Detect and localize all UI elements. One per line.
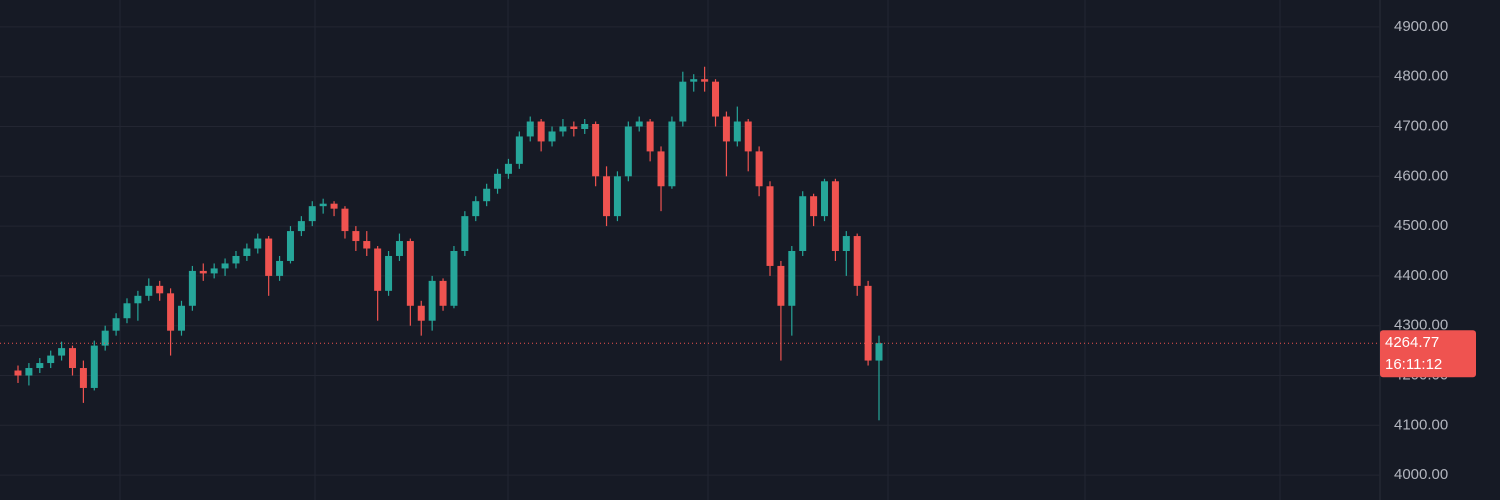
candle-body: [101, 330, 109, 346]
candle-body: [112, 318, 120, 331]
candle-body: [679, 81, 687, 122]
candle-body: [428, 280, 436, 321]
candle-body: [864, 285, 872, 361]
candle-body: [134, 295, 142, 304]
candle-body: [417, 305, 425, 321]
candle-body: [374, 248, 382, 291]
candle-body: [755, 151, 763, 187]
candle-body: [733, 121, 741, 142]
candle-body: [494, 173, 502, 189]
candle-body: [831, 181, 839, 251]
candle-body: [581, 124, 589, 129]
candle-body: [243, 248, 251, 256]
candle-body: [297, 221, 305, 232]
candle-body: [472, 201, 480, 217]
candle-body: [221, 263, 229, 269]
candle-body: [330, 203, 338, 209]
candle-body: [156, 285, 164, 294]
candle-body: [548, 131, 556, 142]
candle-body: [210, 268, 218, 274]
candle-body: [461, 216, 469, 251]
candle-body: [766, 186, 774, 266]
candle-body: [799, 196, 807, 251]
candle-body: [592, 124, 600, 177]
candle-body: [286, 231, 294, 261]
candle-body: [385, 255, 393, 291]
candle-body: [853, 236, 861, 286]
last-price-tag: [1380, 330, 1476, 378]
candle-body: [341, 208, 349, 232]
candle-body: [58, 348, 66, 356]
candle-body: [646, 121, 654, 152]
candle-body: [199, 270, 207, 274]
candle-body: [657, 151, 665, 187]
candle-body: [875, 343, 883, 361]
candle-body: [810, 196, 818, 217]
candle-body: [668, 121, 676, 187]
candle-body: [47, 355, 55, 364]
y-tick-label: 4900.00: [1394, 18, 1448, 35]
candle-body: [439, 280, 447, 306]
candle-body: [483, 188, 491, 202]
time-grid: [119, 0, 1281, 500]
candle-body: [788, 250, 796, 306]
candle-body: [842, 236, 850, 251]
candle-body: [537, 121, 545, 142]
candle-body: [14, 370, 22, 376]
candle-body: [559, 126, 567, 132]
candle-body: [276, 260, 284, 276]
candle-body: [319, 203, 327, 207]
candle-body: [36, 363, 44, 369]
candle-body: [515, 136, 523, 164]
countdown-label: 16:11:12: [1385, 356, 1442, 373]
y-tick-label: 4700.00: [1394, 117, 1448, 134]
y-tick-label: 4800.00: [1394, 68, 1448, 85]
candle-body: [232, 255, 240, 264]
candle-body: [504, 163, 512, 174]
y-tick-label: 4600.00: [1394, 167, 1448, 184]
candle-body: [177, 305, 185, 331]
candle-body: [90, 345, 98, 388]
candle-body: [123, 303, 131, 319]
candle-body: [744, 121, 752, 152]
candle-body: [701, 79, 709, 82]
candle-body: [145, 285, 153, 296]
candle-body: [265, 238, 273, 276]
candle-body: [570, 126, 578, 129]
y-tick-label: 4000.00: [1394, 466, 1448, 483]
y-tick-label: 4100.00: [1394, 416, 1448, 433]
candle-body: [352, 231, 360, 242]
candle-body: [526, 121, 534, 137]
candle-body: [690, 79, 698, 82]
candle-body: [68, 348, 76, 369]
last-price-label: 4264.77: [1385, 334, 1439, 351]
candle-body: [363, 241, 371, 249]
y-tick-label: 4400.00: [1394, 267, 1448, 284]
y-tick-label: 4300.00: [1394, 317, 1448, 334]
candle-body: [450, 250, 458, 306]
candle-body: [25, 368, 33, 376]
candle-body: [188, 270, 196, 306]
candle-body: [406, 241, 414, 306]
candle-body: [712, 81, 720, 117]
candle-body: [777, 265, 785, 306]
candle-body: [722, 116, 730, 142]
candle-body: [613, 176, 621, 217]
candle-body: [821, 181, 829, 217]
candle-body: [635, 121, 643, 127]
candle-body: [254, 238, 262, 249]
candle-body: [603, 176, 611, 217]
candle-body: [79, 368, 87, 388]
candle-body: [624, 126, 632, 177]
candle-body: [308, 206, 316, 222]
y-tick-label: 4500.00: [1394, 217, 1448, 234]
candle-body: [167, 293, 175, 331]
candle-body: [395, 241, 403, 256]
